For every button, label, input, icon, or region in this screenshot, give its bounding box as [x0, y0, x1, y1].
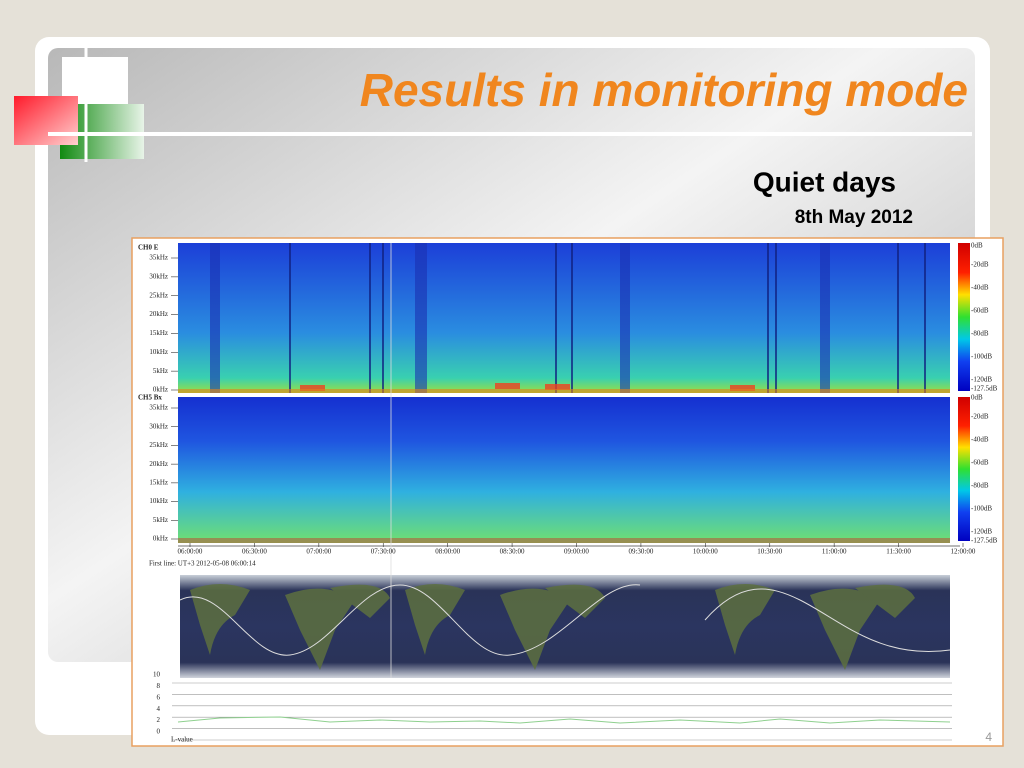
subtitle: Quiet days [753, 166, 896, 197]
orbit-track [704, 588, 951, 652]
dark-band [415, 243, 427, 393]
date: 8th May 2012 [795, 207, 913, 228]
page-number: 4 [985, 730, 992, 744]
db-label: -20dB [971, 413, 989, 421]
db-label: 0dB [971, 242, 983, 250]
time-label: 08:00:00 [435, 548, 460, 556]
db-label: -40dB [971, 284, 989, 292]
time-label: 08:30:00 [500, 548, 525, 556]
db-label: -120dB [971, 528, 992, 536]
low-band [495, 383, 520, 389]
db-label: -80dB [971, 482, 989, 490]
lvalue-label: L-value [171, 736, 193, 744]
time-label: 07:30:00 [371, 548, 396, 556]
time-label: 12:00:00 [951, 548, 976, 556]
low-band [730, 385, 755, 391]
spectrogram [178, 243, 950, 393]
db-label: -80dB [971, 330, 989, 338]
lvalue-tick-label: 4 [157, 705, 161, 713]
freq-label: 5kHz [153, 516, 168, 524]
freq-label: 15kHz [149, 329, 168, 337]
colorbar [958, 243, 970, 391]
spectrogram [178, 397, 950, 543]
time-label: 09:30:00 [628, 548, 653, 556]
panel-label: CH0 E [138, 244, 159, 252]
colorbar [958, 397, 970, 541]
freq-label: 5kHz [153, 367, 168, 375]
time-label: 10:00:00 [693, 548, 718, 556]
lvalue-tick-label: 2 [157, 716, 161, 724]
freq-label: 25kHz [149, 291, 168, 299]
lvalue-line [177, 716, 951, 724]
low-band [178, 538, 950, 543]
lvalue-tick-label: 6 [157, 693, 161, 701]
time-label: 06:30:00 [242, 548, 267, 556]
freq-label: 0kHz [153, 386, 168, 394]
freq-label: 20kHz [149, 460, 168, 468]
orbit-track [179, 584, 641, 656]
db-label: -100dB [971, 505, 992, 513]
freq-label: 35kHz [149, 404, 168, 412]
first-line-note: First line: UT+3 2012-05-08 06:00:14 [149, 560, 256, 568]
db-label: -60dB [971, 307, 989, 315]
freq-label: 30kHz [149, 272, 168, 280]
slide-title: Results in monitoring mode [360, 64, 968, 116]
freq-label: 20kHz [149, 310, 168, 318]
db-label: 0dB [971, 394, 983, 402]
freq-label: 25kHz [149, 441, 168, 449]
low-band [178, 389, 950, 393]
time-label: 11:00:00 [822, 548, 847, 556]
dark-band [820, 243, 830, 393]
lvalue-tick-label: 10 [153, 671, 161, 679]
time-label: 11:30:00 [886, 548, 911, 556]
lvalue-plot: 10 8 6 4 2 0 [153, 671, 952, 741]
lvalue-tick-label: 0 [157, 728, 161, 736]
time-label: 10:30:00 [757, 548, 782, 556]
db-label: -60dB [971, 459, 989, 467]
dark-band [210, 243, 220, 393]
freq-label: 30kHz [149, 422, 168, 430]
low-band [300, 385, 325, 391]
freq-label: 0kHz [153, 535, 168, 543]
db-label: -20dB [971, 261, 989, 269]
db-label: -127.5dB [971, 385, 998, 393]
db-label: -100dB [971, 353, 992, 361]
time-label: 06:00:00 [178, 548, 203, 556]
db-label: -120dB [971, 376, 992, 384]
freq-label: 10kHz [149, 497, 168, 505]
time-label: 07:00:00 [306, 548, 331, 556]
db-label: -40dB [971, 436, 989, 444]
freq-label: 15kHz [149, 478, 168, 486]
panel-label: CH5 Bx [138, 394, 162, 402]
spectrogram-features [178, 243, 950, 543]
db-label: -127.5dB [971, 537, 998, 545]
dark-band [620, 243, 630, 393]
lvalue-tick-label: 8 [157, 682, 161, 690]
freq-label: 35kHz [149, 254, 168, 262]
map-continents [190, 584, 915, 670]
time-label: 09:00:00 [564, 548, 589, 556]
freq-label: 10kHz [149, 348, 168, 356]
deco-square [14, 96, 78, 145]
low-band [545, 384, 570, 390]
